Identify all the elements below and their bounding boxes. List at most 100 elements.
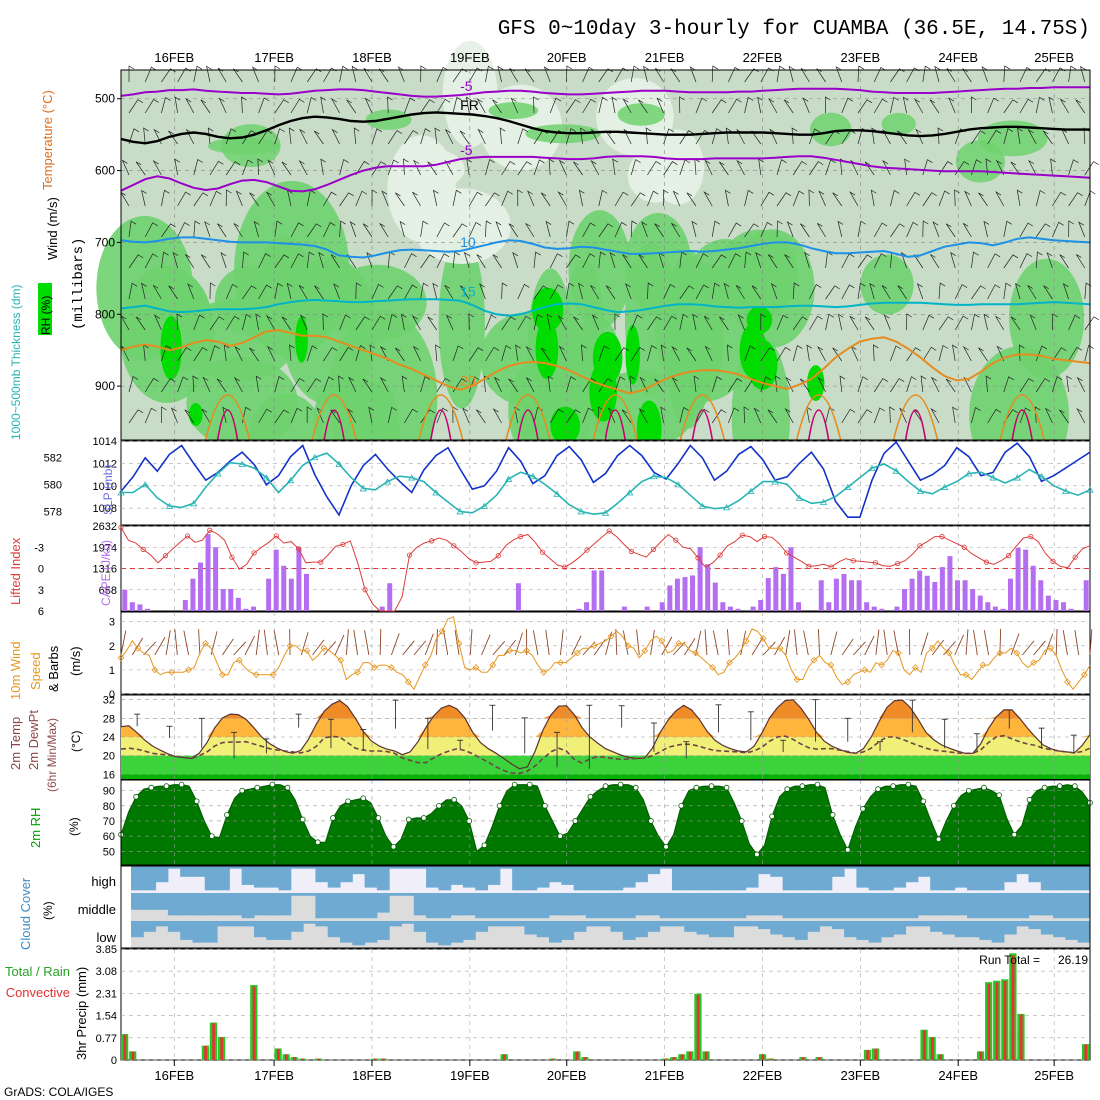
wind-barb [841,638,854,656]
wind-barb [971,251,979,269]
cloud-bar [475,866,489,891]
cloud-bar [1016,921,1030,927]
wind-barb [420,220,429,238]
wind-barb [735,285,745,300]
precip-convective-bar [381,1058,385,1060]
cloud-bar [659,921,673,927]
li-tick-label: 6 [38,606,44,618]
date-label-bottom: 21FEB [645,1068,685,1083]
cloud-bar [782,921,796,938]
cape-bar [1038,580,1044,611]
precip-convective-bar [769,1058,773,1060]
wind-barb [670,68,681,83]
wind-barb [161,97,171,114]
wind-barb [379,223,389,238]
contour-label: FR [460,97,479,113]
contour-label: 10 [460,234,476,250]
wind-barb [436,629,438,656]
wind-barb [995,191,1005,207]
wind-barb [711,376,723,393]
wind-barb [120,630,127,656]
wind-barb [922,192,937,207]
wind-barb [399,220,406,238]
axis-label-wind10-barbs: & Barbs [46,645,61,692]
wind-barb [444,128,454,145]
wind-barb [906,313,912,331]
wind-barb [612,158,618,176]
temperature-contour [120,86,1090,98]
cloud-bar [1065,893,1079,919]
wind-marker [337,656,345,664]
wind-barb [1068,192,1083,207]
y-tick-label: 900 [95,379,115,393]
wind-barb [711,65,719,83]
wind-barb [364,630,370,656]
cloud-bar [622,893,636,919]
cloud-bar [290,921,304,932]
rh-tick-label: 80 [103,801,115,813]
wind-barb [412,191,421,207]
cape-bar [1053,600,1059,611]
cloud-bar [622,921,636,940]
contour-label: 15 [460,284,476,300]
wind-barb [614,376,626,393]
wind-barb [1035,189,1046,207]
cloud-bar [1003,893,1017,919]
cloud-bar [401,921,415,924]
cloud-bar [167,866,181,869]
wind-barb [501,160,516,176]
wind-barb [525,376,535,393]
wind-barb [381,190,389,207]
temperature-contour [592,394,638,441]
wind-barb [436,377,451,393]
wind-barb [857,282,866,300]
wind-barb [533,159,545,176]
wind-marker [134,644,142,652]
cloud-bar [389,893,402,896]
wind-barb [1035,223,1051,238]
wind-barb [387,130,403,145]
wind-marker [911,664,919,671]
wind-barb [444,159,454,176]
wind-barb [481,634,491,656]
wind-barb [800,223,810,238]
wind-barb [345,629,349,656]
wind-barb [387,313,398,331]
rh-marker [935,836,942,842]
wind-barb [740,630,747,656]
wind-barb [258,97,270,114]
cloud-bar [401,866,415,869]
wind-marker [776,644,784,652]
axis-label-rh: RH (%) [39,296,53,335]
wind-barb [135,316,146,331]
cloud-bar [524,893,538,919]
wind-barb [1052,347,1067,362]
precip-convective-bar [688,1051,692,1060]
wind-barb [355,316,370,331]
cape-bar [826,602,832,611]
cloud-bar [598,893,611,919]
wind-barb [598,223,614,238]
wind-barb [348,376,357,393]
rh-marker [209,833,215,839]
wind-barb [249,347,259,362]
wind-barb [768,98,778,114]
li-marker [784,550,790,556]
wind-barb [931,639,945,656]
wind-barb [566,65,573,83]
wind-barb [144,66,157,83]
wind-barb [225,283,238,300]
date-label-top: 18FEB [352,50,392,65]
thickness-marker [456,508,464,515]
cloud-bar [733,921,747,927]
wind-barb [131,637,144,656]
date-label-top: 24FEB [938,50,978,65]
cloud-bar [721,893,734,919]
wind-barb [387,96,393,114]
wind-barb [298,284,308,300]
wind-barb [517,189,523,207]
wind-barb [615,629,618,656]
wind-barb [495,221,502,238]
cloud-bar [340,893,353,919]
rh-marker [526,781,533,788]
